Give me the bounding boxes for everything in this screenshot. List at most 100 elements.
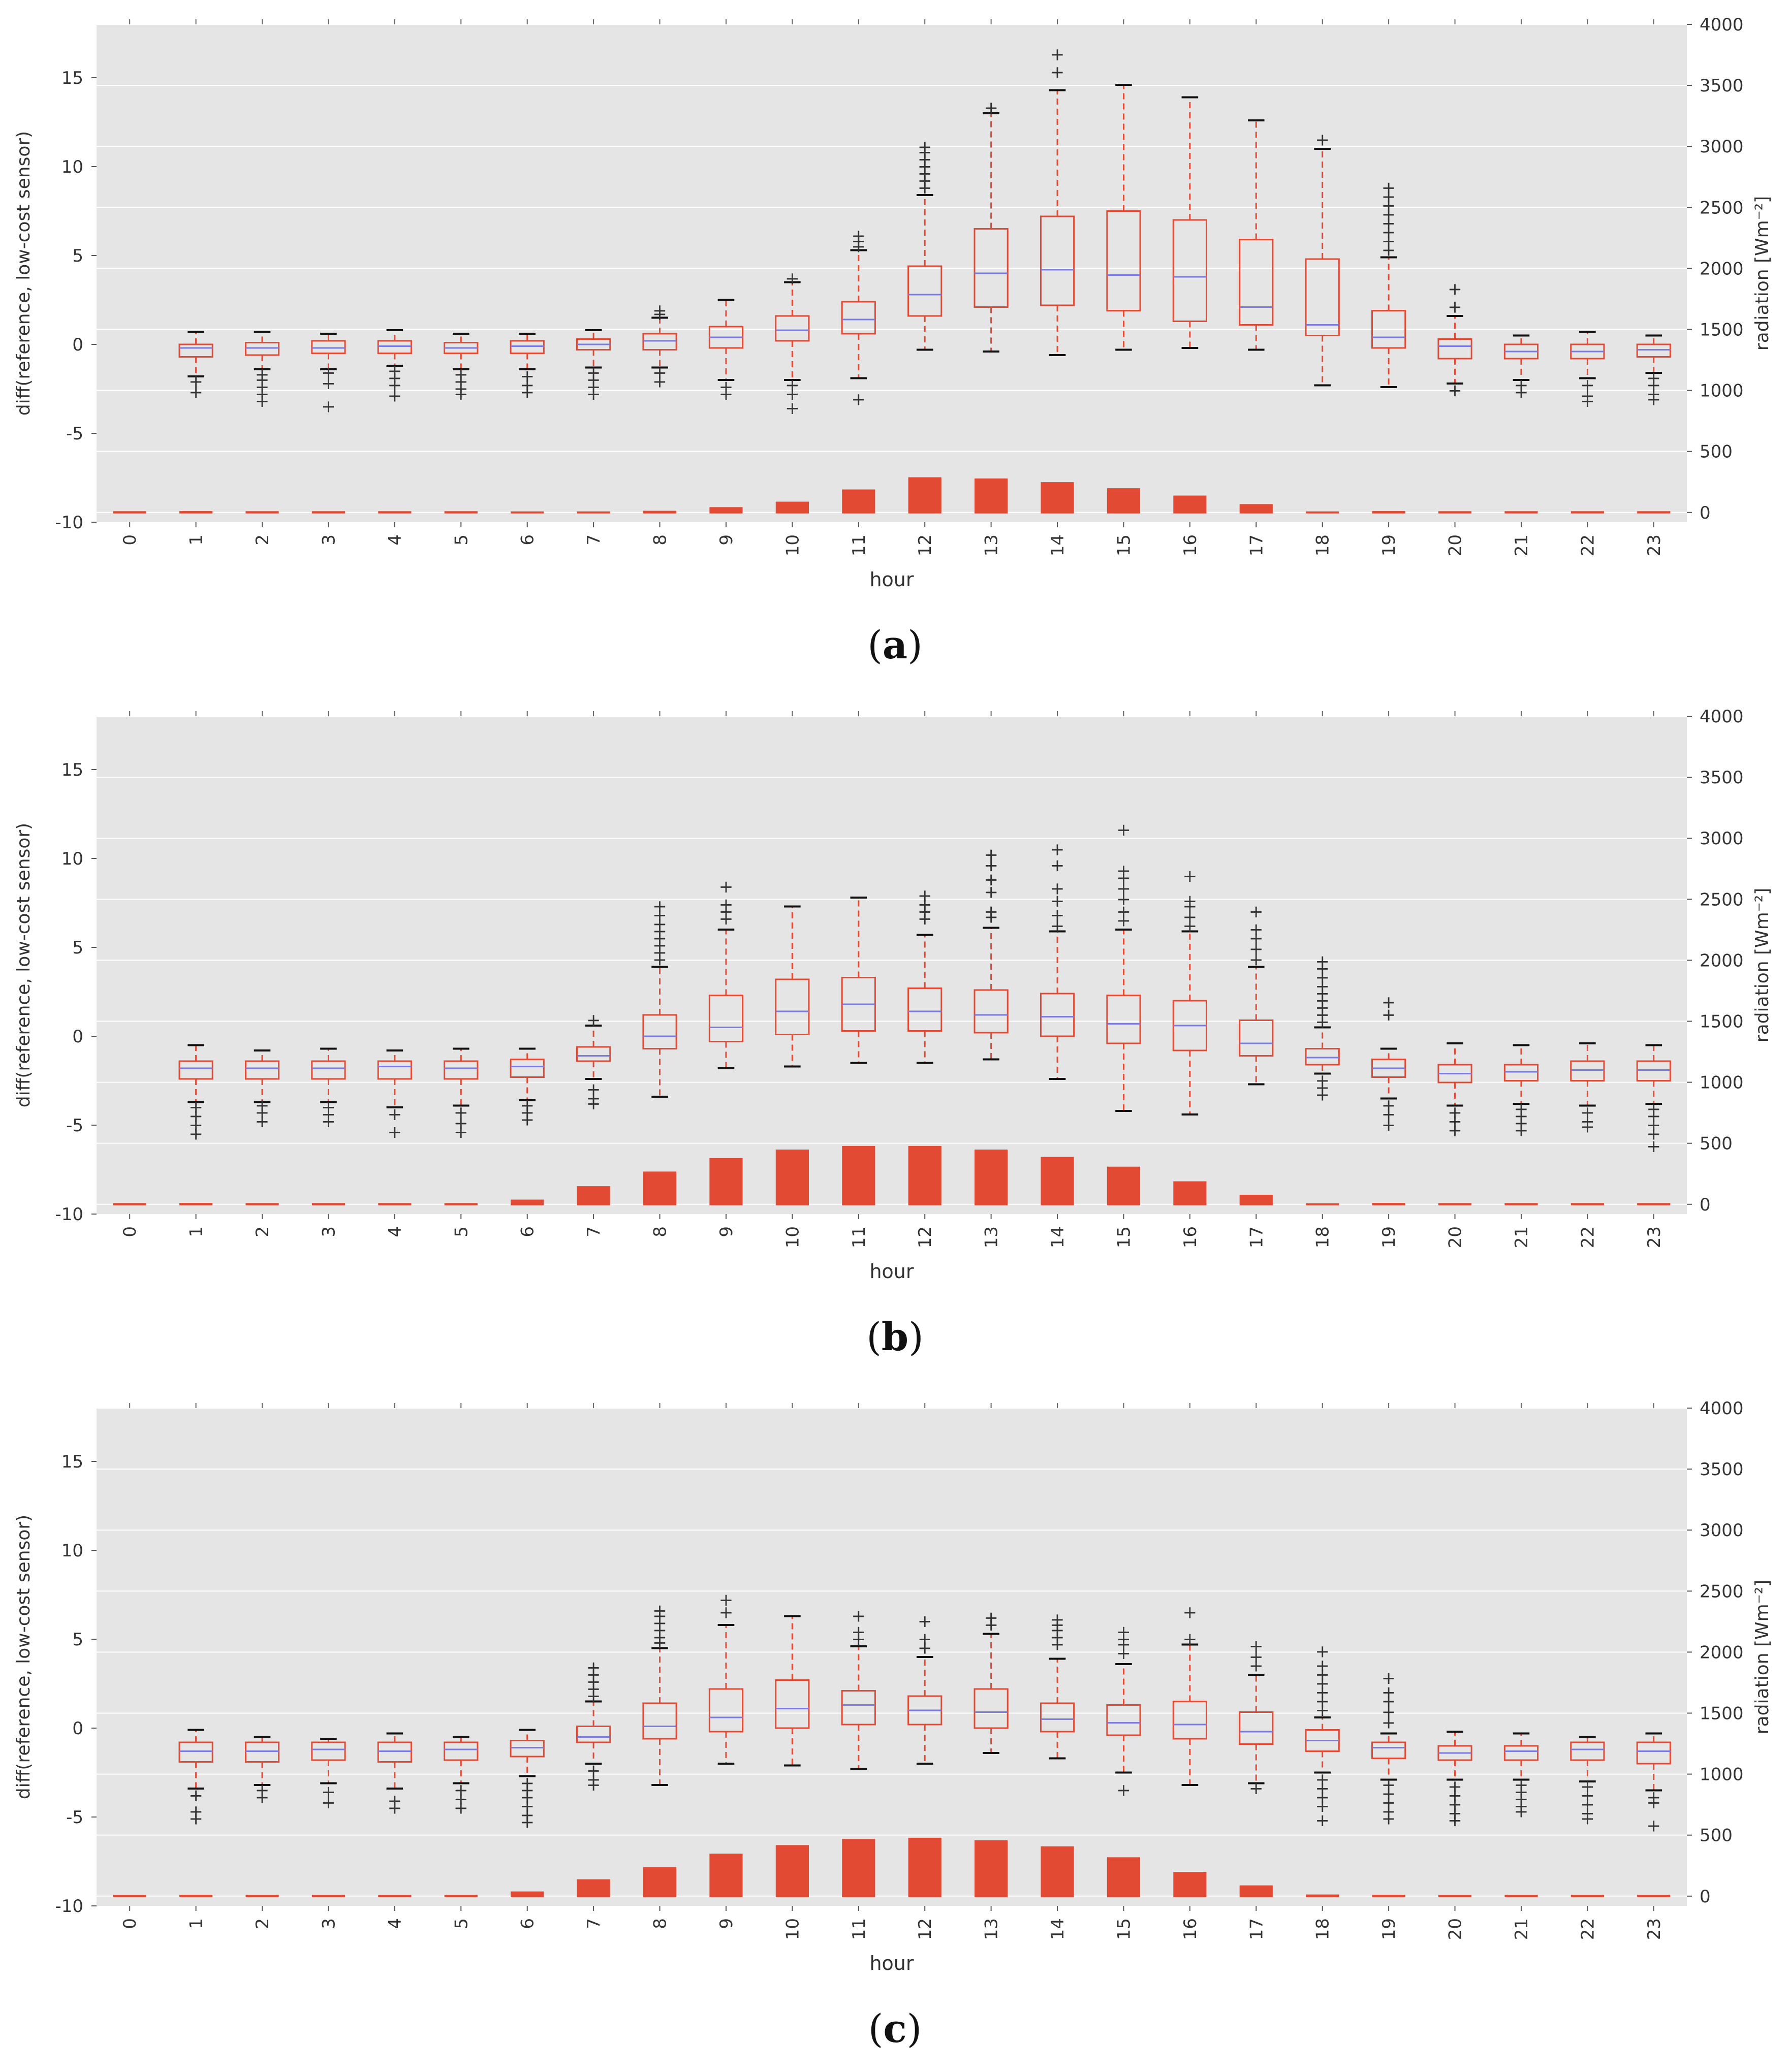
outlier-marker: + (918, 171, 932, 191)
x-tick-label: 11 (849, 1226, 869, 1248)
box-iqr (1636, 343, 1671, 358)
outlier-marker: + (1315, 1012, 1330, 1032)
outlier-marker: + (1381, 1104, 1396, 1125)
outlier-marker: + (586, 1079, 601, 1100)
radiation-bar (1438, 1203, 1472, 1205)
outlier-marker: + (255, 365, 270, 385)
outlier-marker: + (918, 164, 932, 184)
outlier-marker: + (1381, 205, 1396, 225)
outlier-marker: + (719, 895, 734, 915)
outlier-marker: + (1580, 1809, 1595, 1829)
outlier-marker: + (388, 386, 402, 406)
outlier-marker: + (652, 914, 667, 935)
outlier-marker: + (520, 366, 535, 387)
x-axis-label: hour (869, 1952, 914, 1974)
outlier-marker: + (1116, 1629, 1131, 1649)
y2-tick-label: 3500 (1700, 768, 1744, 788)
x-axis-label: hour (869, 568, 914, 591)
x-tick-label: 16 (1180, 1918, 1201, 1940)
radiation-bar (311, 1203, 346, 1205)
outlier-marker: + (1647, 384, 1661, 404)
outlier-marker: + (454, 1122, 468, 1142)
outlier-marker: + (918, 1629, 932, 1649)
outlier-marker: + (1249, 1636, 1264, 1656)
outlier-marker: + (652, 301, 667, 321)
y2-tick-label: 3500 (1700, 76, 1744, 96)
outlier-marker: + (1580, 375, 1595, 396)
box-iqr (1239, 1019, 1274, 1057)
x-tick-label: 15 (1114, 1918, 1134, 1940)
outlier-marker: + (454, 1789, 468, 1809)
x-tick-label: 0 (120, 1918, 140, 1929)
box-iqr (1106, 1704, 1141, 1736)
outlier-marker: + (1381, 1682, 1396, 1703)
outlier-marker: + (785, 384, 800, 404)
outlier-marker: + (852, 237, 866, 257)
outlier-marker: + (1315, 1692, 1330, 1712)
boxplot-chart-b: ++++++++++ ++++++++++++++++++++++++++++++… (13, 707, 1773, 1283)
outlier-marker: + (1514, 1099, 1529, 1120)
outlier-marker: + (918, 1611, 932, 1632)
box-iqr (1570, 1741, 1605, 1761)
x-tick-label: 18 (1313, 534, 1333, 556)
outlier-marker: + (1580, 1795, 1595, 1815)
outlier-marker: + (1647, 1816, 1661, 1836)
outlier-marker: + (520, 1110, 535, 1130)
y-tick-label: 5 (72, 1630, 83, 1650)
y-tick-label: -5 (66, 1115, 83, 1136)
outlier-marker: + (1381, 1809, 1396, 1829)
x-tick-label: 14 (1048, 1226, 1068, 1248)
box-iqr (642, 333, 677, 350)
outlier-marker: + (1381, 1713, 1396, 1733)
outlier-marker: + (1315, 1788, 1330, 1808)
outlier-marker: + (1315, 1005, 1330, 1025)
outlier-marker: + (1050, 62, 1065, 83)
radiation-bar (444, 1203, 478, 1205)
radiation-bar (1239, 504, 1273, 514)
outlier-marker: + (388, 1791, 402, 1811)
x-tick-label: 11 (849, 1918, 869, 1940)
box-iqr (244, 1060, 280, 1080)
outlier-marker: + (1183, 916, 1198, 936)
outlier-marker: + (918, 909, 932, 929)
outlier-marker: + (189, 382, 203, 403)
radiation-bar (1637, 1203, 1671, 1205)
outlier-marker: + (918, 142, 932, 163)
chart-panel-c: + + + + + + + + + + + + + + + + + + + + + + + + + + + + + + + + + + + + + + + +… (0, 1384, 1790, 2072)
x-tick-label: 20 (1446, 1226, 1466, 1248)
radiation-bar (1372, 1895, 1405, 1897)
radiation-bar (113, 1895, 146, 1897)
outlier-marker: + (1116, 1635, 1131, 1655)
outlier-marker: + (1647, 1124, 1661, 1144)
y2-tick-label: 500 (1700, 442, 1733, 462)
outlier-marker: + (1183, 1603, 1198, 1623)
outlier-marker: + (1249, 939, 1264, 960)
outlier-marker: + (1381, 196, 1396, 216)
radiation-bar (1372, 511, 1405, 514)
outlier-marker: + (1448, 297, 1462, 317)
outlier-marker: + (1050, 1635, 1065, 1655)
outlier-marker: + (1580, 1803, 1595, 1824)
box-iqr (708, 1688, 744, 1733)
outlier-marker: + (1381, 1668, 1396, 1688)
x-tick-label: 3 (319, 534, 339, 546)
radiation-bar (577, 1879, 610, 1897)
outlier-marker: + (1514, 1782, 1529, 1802)
outlier-marker: + (586, 377, 601, 397)
radiation-bar (643, 1171, 677, 1205)
radiation-bar (577, 1186, 610, 1205)
radiation-bar (908, 1837, 941, 1897)
outlier-marker: + (652, 905, 667, 926)
outlier-marker: + (852, 1629, 866, 1649)
x-tick-label: 12 (915, 534, 935, 556)
outlier-marker: + (652, 950, 667, 970)
outlier-marker: + (1249, 1647, 1264, 1667)
x-tick-label: 21 (1512, 1226, 1532, 1248)
box-iqr (1305, 1048, 1340, 1066)
y2-tick-label: 2500 (1700, 889, 1744, 910)
outlier-marker: + (1315, 959, 1330, 979)
y2-tick-label: 3500 (1700, 1459, 1744, 1480)
radiation-bar (511, 1891, 544, 1897)
outlier-marker: + (652, 363, 667, 383)
x-tick-label: 12 (915, 1918, 935, 1940)
